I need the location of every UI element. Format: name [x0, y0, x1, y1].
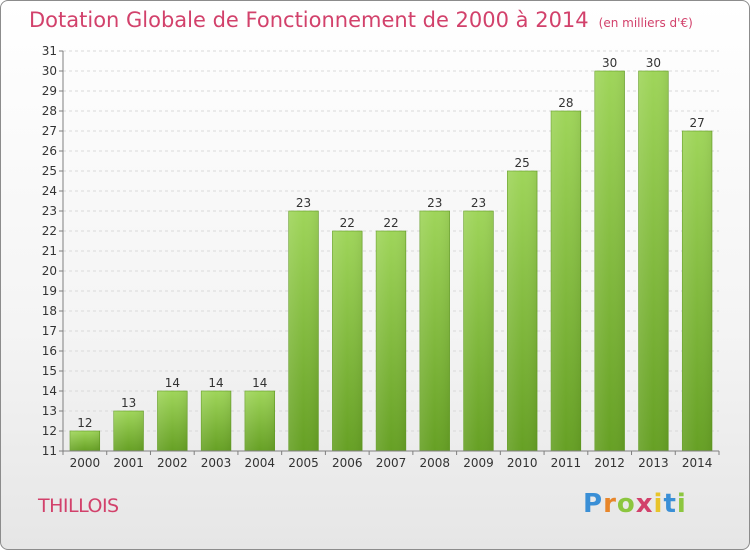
- bar-shine: [244, 391, 275, 451]
- bar-shine: [332, 231, 363, 451]
- y-tick-label: 19: [42, 284, 57, 298]
- proxiti-logo: Proxiti: [583, 489, 687, 519]
- y-tick-label: 18: [42, 304, 57, 318]
- x-tick-label: 2003: [201, 456, 232, 470]
- y-tick-label: 15: [42, 364, 57, 378]
- chart-title-text: Dotation Globale de Fonctionnement de 20…: [29, 8, 589, 32]
- city-name: THILLOIS: [38, 495, 119, 517]
- x-tick-label: 2007: [376, 456, 407, 470]
- y-tick-label: 21: [42, 244, 57, 258]
- bar-shine: [594, 71, 625, 451]
- y-tick-label: 16: [42, 344, 57, 358]
- bar-value-label: 23: [296, 196, 311, 210]
- bar-shine: [288, 211, 319, 451]
- x-tick-label: 2002: [157, 456, 188, 470]
- labels: 11 12 13 14 15 16 17 18 19 20 21 22 23 24 25 26 27 28 29 30…: [42, 44, 713, 470]
- bar-shine: [157, 391, 188, 451]
- x-tick-label: 2006: [332, 456, 363, 470]
- y-tick-label: 26: [42, 144, 57, 158]
- bar-value-label: 27: [689, 116, 704, 130]
- bar-shine: [69, 431, 100, 451]
- x-tick-label: 2012: [594, 456, 625, 470]
- logo-letter: o: [616, 489, 636, 519]
- logo-letter: i: [653, 489, 664, 519]
- bar-shine: [113, 411, 144, 451]
- bar-shine: [376, 231, 406, 451]
- logo-letter: x: [635, 489, 654, 519]
- x-tick-label: 2005: [288, 456, 319, 470]
- bar-value-label: 14: [252, 376, 267, 390]
- x-tick-label: 2008: [419, 456, 450, 470]
- bar-shine: [682, 131, 713, 451]
- bar-value-label: 14: [165, 376, 180, 390]
- y-tick-label: 24: [42, 184, 57, 198]
- logo-letter: i: [676, 489, 687, 519]
- logo-letter: r: [603, 489, 617, 519]
- y-tick-label: 12: [42, 424, 57, 438]
- bar-value-label: 13: [121, 396, 136, 410]
- chart-unit: (en milliers d'€): [598, 16, 693, 30]
- x-tick-label: 2004: [245, 456, 276, 470]
- y-tick-label: 22: [42, 224, 57, 238]
- x-tick-label: 2013: [638, 456, 669, 470]
- y-tick-label: 17: [42, 324, 57, 338]
- x-tick-label: 2010: [507, 456, 538, 470]
- y-tick-label: 23: [42, 204, 57, 218]
- bar-value-label: 25: [515, 156, 530, 170]
- bar-value-label: 30: [602, 56, 617, 70]
- y-tick-label: 28: [42, 104, 57, 118]
- logo-letter: P: [583, 489, 604, 519]
- y-tick-label: 13: [42, 404, 57, 418]
- x-tick-label: 2011: [551, 456, 582, 470]
- x-tick-label: 2014: [682, 456, 713, 470]
- bars: [69, 70, 713, 452]
- x-tick-label: 2001: [113, 456, 144, 470]
- bar-value-label: 22: [383, 216, 398, 230]
- y-tick-label: 14: [42, 384, 57, 398]
- axes: [59, 50, 720, 455]
- bar-shine: [551, 111, 581, 451]
- y-tick-label: 20: [42, 264, 57, 278]
- bar-value-label: 14: [208, 376, 223, 390]
- x-tick-label: 2000: [70, 456, 101, 470]
- bar-value-label: 23: [427, 196, 442, 210]
- bar-shine: [507, 171, 538, 451]
- logo-letter: t: [663, 489, 677, 519]
- bar-shine: [463, 211, 494, 451]
- bar-value-label: 22: [340, 216, 355, 230]
- bar-shine: [638, 71, 669, 451]
- y-tick-label: 31: [42, 44, 57, 58]
- bar-shine: [201, 391, 231, 451]
- y-tick-label: 25: [42, 164, 57, 178]
- y-tick-label: 27: [42, 124, 57, 138]
- bar-value-label: 23: [471, 196, 486, 210]
- y-tick-label: 11: [42, 444, 57, 458]
- y-tick-label: 29: [42, 84, 57, 98]
- bar-value-label: 28: [558, 96, 573, 110]
- bar-value-label: 30: [646, 56, 661, 70]
- bar-value-label: 12: [77, 416, 92, 430]
- chart-title: Dotation Globale de Fonctionnement de 20…: [29, 8, 693, 32]
- y-tick-label: 30: [42, 64, 57, 78]
- x-tick-label: 2009: [463, 456, 494, 470]
- bar-shine: [419, 211, 450, 451]
